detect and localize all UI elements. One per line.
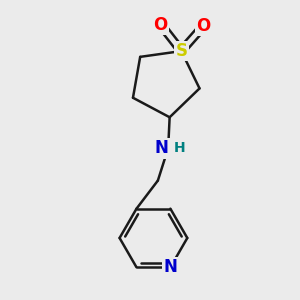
Text: O: O bbox=[154, 16, 168, 34]
Text: N: N bbox=[155, 139, 169, 157]
Text: N: N bbox=[164, 258, 177, 276]
Text: S: S bbox=[175, 42, 187, 60]
Text: O: O bbox=[196, 17, 211, 35]
Text: H: H bbox=[173, 141, 185, 155]
